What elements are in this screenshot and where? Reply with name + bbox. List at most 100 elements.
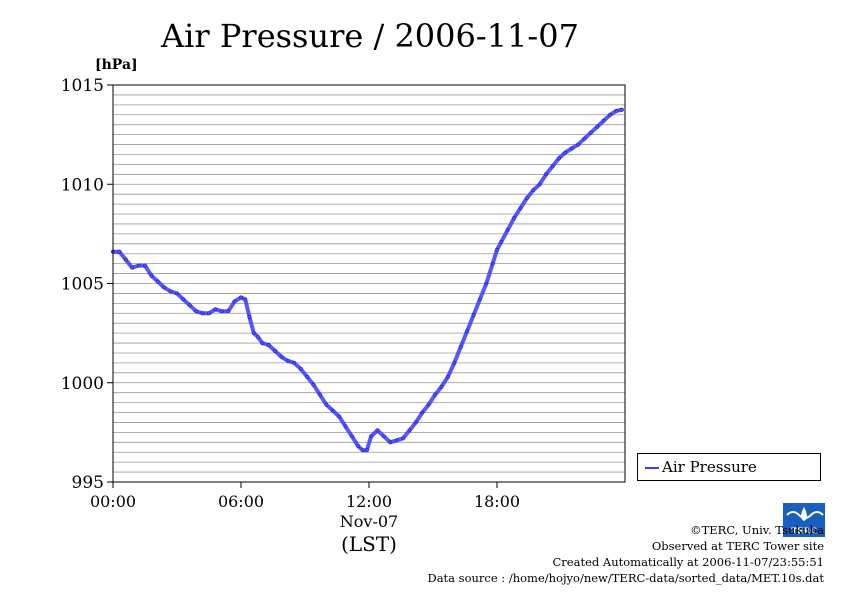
data-point: [181, 297, 186, 302]
data-point: [123, 257, 128, 262]
data-point: [614, 108, 619, 113]
data-point: [168, 289, 173, 294]
data-point: [311, 382, 316, 387]
data-point: [330, 408, 335, 413]
data-point: [595, 124, 600, 129]
data-point: [619, 107, 624, 112]
y-tick-label: 1010: [61, 175, 104, 195]
data-point: [426, 402, 431, 407]
data-point: [388, 440, 393, 445]
data-point: [608, 112, 613, 117]
y-tick-label: 995: [72, 473, 104, 493]
data-point: [285, 358, 290, 363]
data-point: [349, 434, 354, 439]
data-point: [143, 263, 147, 268]
data-point: [439, 384, 444, 389]
data-point: [266, 343, 271, 347]
x-tick-label: 00:00: [90, 492, 136, 511]
data-point: [537, 182, 542, 187]
y-tick-label: 1015: [61, 76, 104, 96]
data-point: [356, 444, 361, 449]
x-tick-label: 12:00: [346, 492, 392, 511]
data-point: [512, 216, 517, 220]
data-point: [471, 313, 476, 318]
logo-drop-icon: [801, 507, 807, 521]
data-point: [251, 331, 256, 336]
data-point: [381, 434, 386, 439]
data-point: [433, 392, 438, 397]
data-point: [305, 374, 310, 379]
terc-logo: TERC: [783, 503, 825, 537]
x-axis-label: (LST): [341, 532, 397, 556]
data-point: [499, 239, 504, 244]
data-point: [557, 156, 561, 161]
data-point: [531, 188, 536, 193]
data-point: [324, 402, 329, 407]
data-point: [232, 299, 237, 304]
data-point: [550, 164, 555, 169]
data-point: [375, 428, 380, 433]
data-point: [260, 341, 265, 346]
data-point: [452, 360, 457, 365]
data-point: [256, 335, 261, 340]
data-point: [155, 279, 160, 284]
y-axis: 1015 1010 1005 1000 995: [61, 76, 113, 493]
data-point: [505, 227, 510, 232]
x-tick-label: 06:00: [218, 492, 264, 511]
data-point: [136, 263, 141, 268]
data-point: [544, 172, 549, 177]
data-point: [117, 249, 122, 254]
data-point: [207, 311, 211, 316]
data-point: [495, 247, 499, 252]
data-point: [187, 303, 192, 308]
legend: Air Pressure: [637, 453, 821, 481]
data-point: [445, 374, 450, 379]
data-point: [317, 392, 322, 397]
source-text: Data source : /home/hojyo/new/TERC-data/…: [427, 571, 824, 585]
data-point: [226, 309, 231, 314]
data-point: [525, 196, 529, 201]
y-tick-label: 1005: [61, 275, 104, 295]
x-tick-label: 18:00: [474, 492, 520, 511]
data-point: [213, 307, 218, 312]
data-point: [273, 349, 278, 353]
x-axis: 00:00 06:00 12:00 18:00: [90, 482, 520, 511]
data-point: [337, 414, 342, 419]
data-point: [247, 315, 252, 320]
data-point: [420, 410, 425, 415]
data-point: [243, 297, 248, 302]
legend-swatch: [645, 467, 659, 469]
data-point: [219, 309, 224, 314]
legend-label: Air Pressure: [662, 458, 757, 476]
data-point: [162, 285, 167, 290]
credits: ©TERC, Univ. Tsukuba Observed at TERC To…: [427, 522, 824, 586]
observed-text: Observed at TERC Tower site: [651, 539, 824, 553]
data-point: [589, 130, 593, 135]
data-point: [401, 436, 406, 441]
y-tick-label: 1000: [61, 374, 104, 394]
x-date-label: Nov-07: [340, 512, 398, 531]
logo-text: TERC: [791, 527, 817, 537]
data-point: [518, 206, 523, 211]
data-point: [413, 420, 418, 425]
data-point: [239, 295, 243, 300]
data-point: [364, 448, 369, 453]
data-point: [569, 146, 574, 151]
chart-title: Air Pressure / 2006-11-07: [160, 17, 579, 55]
data-point: [194, 309, 199, 314]
series-air-pressure: [111, 107, 624, 453]
data-point: [130, 265, 135, 270]
data-point: [407, 428, 412, 433]
y-unit-label: [hPa]: [95, 57, 138, 73]
data-point: [477, 297, 482, 302]
data-point: [343, 424, 348, 429]
data-point: [360, 448, 365, 453]
data-point: [458, 345, 463, 349]
data-point: [582, 136, 587, 141]
data-point: [576, 142, 581, 147]
data-point: [279, 354, 284, 359]
data-point: [369, 434, 374, 439]
data-point: [149, 273, 154, 278]
data-point: [394, 438, 399, 443]
